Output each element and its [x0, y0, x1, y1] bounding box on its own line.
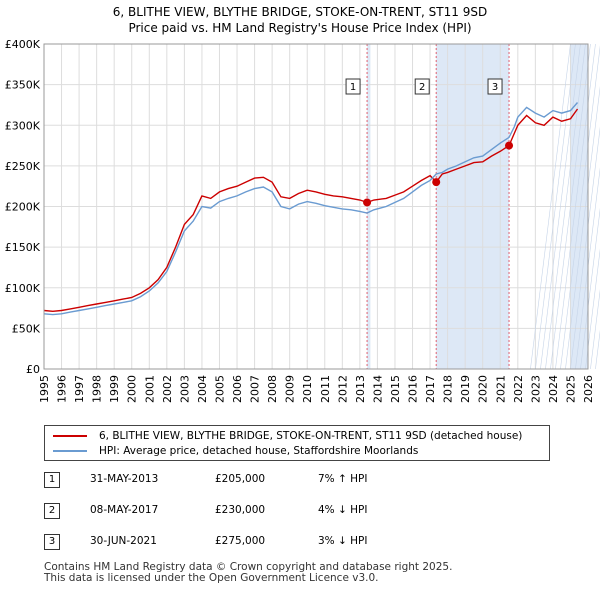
- sale-row: 3 30-JUN-2021 £275,000 3% ↓ HPI: [0, 534, 600, 554]
- legend-label-hpi: HPI: Average price, detached house, Staf…: [99, 445, 419, 457]
- x-tick-label: 2025: [564, 375, 577, 403]
- sale-label-box: [487, 78, 503, 95]
- title-line-1: 6, BLITHE VIEW, BLYTHE BRIDGE, STOKE-ON-…: [112, 5, 488, 19]
- x-tick-label: 2016: [407, 375, 420, 403]
- x-tick-label: 2010: [301, 375, 314, 403]
- x-tick-label: 2018: [442, 375, 455, 403]
- x-tick-label: 2015: [389, 375, 402, 403]
- x-tick-label: 2011: [319, 375, 332, 403]
- y-tick-label: £250K: [5, 160, 41, 173]
- sale-point: [505, 141, 514, 150]
- x-tick-label: 2014: [371, 375, 384, 403]
- x-tick-label: 2005: [213, 375, 226, 403]
- chart-legend: 6, BLITHE VIEW, BLYTHE BRIDGE, STOKE-ON-…: [44, 425, 550, 461]
- x-tick-label: 2026: [582, 375, 595, 403]
- sale-label-text: 1: [350, 82, 356, 93]
- hatch-line: [535, 43, 576, 370]
- x-tick-label: 2020: [477, 375, 490, 403]
- chart-title: 6, BLITHE VIEW, BLYTHE BRIDGE, STOKE-ON-…: [0, 4, 600, 36]
- x-tick-label: 1995: [38, 375, 51, 403]
- footer-line-1: Contains HM Land Registry data © Crown c…: [44, 561, 453, 573]
- x-tick-label: 1998: [91, 375, 104, 403]
- sale-label-box: [414, 78, 430, 95]
- x-tick-label: 1996: [56, 375, 69, 403]
- x-tick-label: 2012: [336, 375, 349, 403]
- hatch-line: [585, 248, 600, 370]
- hatch-line: [545, 43, 586, 370]
- sale-row: 2 08-MAY-2017 £230,000 4% ↓ HPI: [0, 503, 600, 523]
- sale-date: 08-MAY-2017: [90, 504, 159, 516]
- sale-number-badge: 1: [44, 472, 60, 488]
- x-tick-label: 1997: [73, 375, 86, 403]
- x-tick-label: 2017: [424, 375, 437, 403]
- hatch-line: [530, 43, 571, 370]
- x-tick-label: 2024: [547, 375, 560, 403]
- hatch-line: [590, 288, 600, 370]
- title-line-2: Price paid vs. HM Land Registry's House …: [128, 21, 472, 35]
- x-tick-label: 2009: [284, 375, 297, 403]
- sale-number-badge: 3: [44, 534, 60, 550]
- hatch-line: [540, 43, 581, 370]
- hatch-line: [555, 43, 596, 370]
- y-tick-label: £0: [26, 363, 40, 376]
- legend-swatch-hpi: [53, 450, 87, 452]
- legend-swatch-property: [53, 435, 87, 437]
- footer-attribution: Contains HM Land Registry data © Crown c…: [44, 562, 452, 584]
- sale-date: 31-MAY-2013: [90, 473, 159, 485]
- legend-label-property: 6, BLITHE VIEW, BLYTHE BRIDGE, STOKE-ON-…: [99, 430, 523, 442]
- series-line-hpi: [43, 102, 579, 316]
- sale-label-box: [345, 78, 361, 95]
- price-chart: 1 2 3 £0 £50K £100K £150K £200K £250K £300K £350K £…: [5, 38, 600, 403]
- hatch-line: [580, 207, 600, 370]
- legend-entry-property: 6, BLITHE VIEW, BLYTHE BRIDGE, STOKE-ON-…: [53, 429, 522, 443]
- hatch-line: [575, 167, 600, 370]
- legend-entry-hpi: HPI: Average price, detached house, Staf…: [53, 444, 418, 458]
- x-tick-label: 2022: [512, 375, 525, 403]
- y-tick-label: £300K: [5, 119, 41, 132]
- sale-hpi-change: 4% ↓ HPI: [318, 504, 368, 516]
- x-tick-label: 2000: [126, 375, 139, 403]
- sale-date: 30-JUN-2021: [90, 535, 157, 547]
- sale-price: £275,000: [215, 535, 266, 547]
- y-tick-label: £400K: [5, 38, 41, 51]
- x-tick-label: 1999: [108, 375, 121, 403]
- sale-point: [432, 178, 441, 187]
- x-tick-label: 2006: [231, 375, 244, 403]
- sale-row: 1 31-MAY-2013 £205,000 7% ↑ HPI: [0, 472, 600, 492]
- hatch-line: [565, 85, 600, 370]
- x-tick-label: 2004: [196, 375, 209, 403]
- x-tick-label: 2003: [178, 375, 191, 403]
- sale-point: [363, 198, 372, 207]
- hatch-line: [550, 43, 591, 370]
- x-tick-label: 2001: [143, 375, 156, 403]
- footer-line-2: This data is licensed under the Open Gov…: [44, 572, 379, 584]
- sale-number-badge: 2: [44, 503, 60, 519]
- sale-label-text: 2: [419, 82, 425, 93]
- x-tick-label: 2002: [161, 375, 174, 403]
- y-tick-label: £150K: [5, 241, 41, 254]
- sale-hpi-change: 7% ↑ HPI: [318, 473, 368, 485]
- y-tick-label: £50K: [12, 322, 41, 335]
- y-tick-label: £100K: [5, 282, 41, 295]
- sale-price: £205,000: [215, 473, 266, 485]
- y-tick-label: £350K: [5, 79, 41, 92]
- x-tick-label: 2007: [249, 375, 262, 403]
- hatch-line: [560, 45, 600, 370]
- plot-frame: [43, 43, 589, 370]
- x-tick-label: 2023: [529, 375, 542, 403]
- sale-hpi-change: 3% ↓ HPI: [318, 535, 368, 547]
- y-tick-label: £200K: [5, 201, 41, 214]
- x-tick-label: 2008: [266, 375, 279, 403]
- x-tick-label: 2013: [354, 375, 367, 403]
- sale-price: £230,000: [215, 504, 266, 516]
- series-line-property: [43, 108, 579, 313]
- x-tick-label: 2021: [494, 375, 507, 403]
- hatch-line: [570, 126, 600, 370]
- x-tick-label: 2019: [459, 375, 472, 403]
- sale-label-text: 3: [492, 82, 498, 93]
